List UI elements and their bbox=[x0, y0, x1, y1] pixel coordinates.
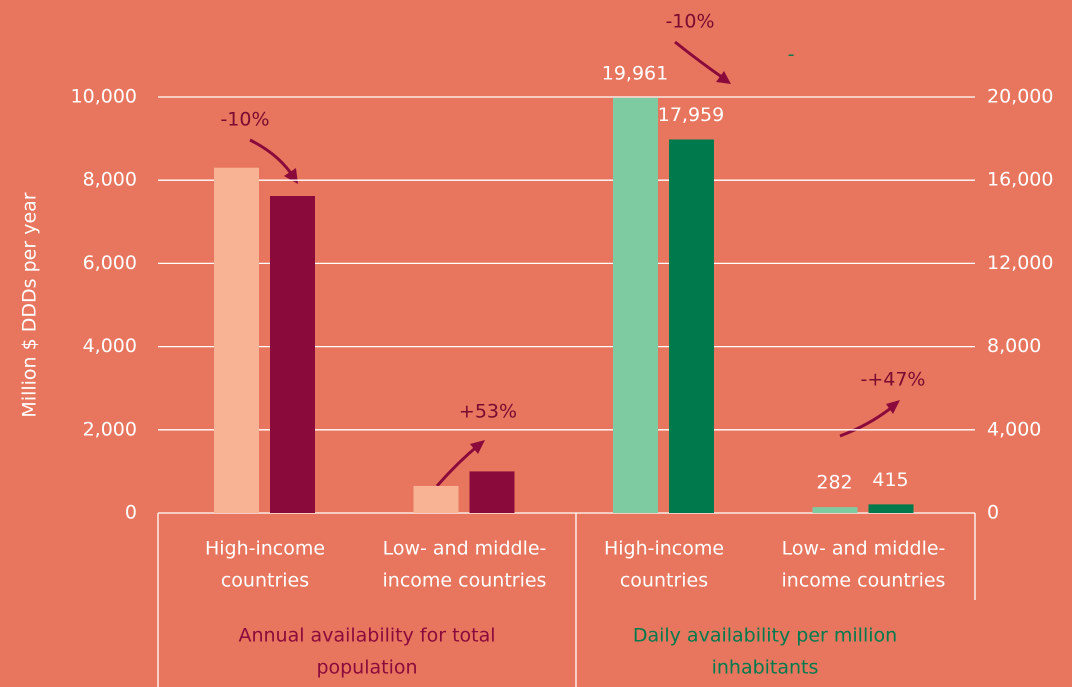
group-label: inhabitants bbox=[712, 657, 819, 679]
x-tick-label: income countries bbox=[383, 570, 547, 592]
group-label: Daily availability per million bbox=[633, 625, 897, 647]
x-tick-label: Low- and middle- bbox=[782, 538, 946, 560]
group-label: population bbox=[316, 657, 417, 679]
y2-tick-label: 20,000 bbox=[987, 86, 1053, 108]
bar bbox=[812, 507, 858, 513]
arrow-head bbox=[470, 440, 485, 454]
arrow-head bbox=[886, 400, 900, 414]
y-tick-label: 4,000 bbox=[83, 335, 137, 357]
x-tick-label: High-income bbox=[205, 538, 325, 560]
y-axis-label: Million $ DDDs per year bbox=[19, 192, 41, 417]
arrow-head bbox=[716, 71, 731, 84]
data-label: 17,959 bbox=[658, 104, 724, 126]
y2-tick-label: 12,000 bbox=[987, 252, 1053, 274]
bar bbox=[613, 97, 658, 513]
annotation: -10% bbox=[220, 109, 269, 131]
y-tick-label: 6,000 bbox=[83, 252, 137, 274]
group-label: Annual availability for total bbox=[238, 625, 495, 647]
bar bbox=[469, 471, 515, 513]
bar bbox=[669, 139, 714, 513]
y2-tick-label: 16,000 bbox=[987, 169, 1053, 191]
y-tick-label: 0 bbox=[125, 502, 137, 524]
bar bbox=[868, 504, 914, 513]
x-tick-label: High-income bbox=[604, 538, 724, 560]
data-label: 415 bbox=[872, 469, 908, 491]
x-tick-label: Low- and middle- bbox=[383, 538, 547, 560]
bar bbox=[270, 196, 315, 513]
x-tick-label: countries bbox=[620, 570, 708, 592]
bar bbox=[214, 167, 259, 513]
x-tick-label: countries bbox=[221, 570, 309, 592]
bar bbox=[413, 485, 459, 513]
annotation: -10% bbox=[665, 11, 714, 33]
x-tick-label: income countries bbox=[782, 570, 946, 592]
annotation: -+47% bbox=[860, 369, 925, 391]
annotation: +53% bbox=[459, 401, 517, 423]
y-tick-label: 10,000 bbox=[71, 86, 137, 108]
y2-tick-label: 8,000 bbox=[987, 335, 1041, 357]
data-label: 19,961 bbox=[602, 62, 668, 84]
y2-tick-label: 0 bbox=[987, 502, 999, 524]
annotation: - bbox=[788, 44, 795, 66]
y2-tick-label: 4,000 bbox=[987, 418, 1041, 440]
y-tick-label: 8,000 bbox=[83, 169, 137, 191]
y-tick-label: 2,000 bbox=[83, 418, 137, 440]
data-label: 282 bbox=[816, 472, 852, 494]
